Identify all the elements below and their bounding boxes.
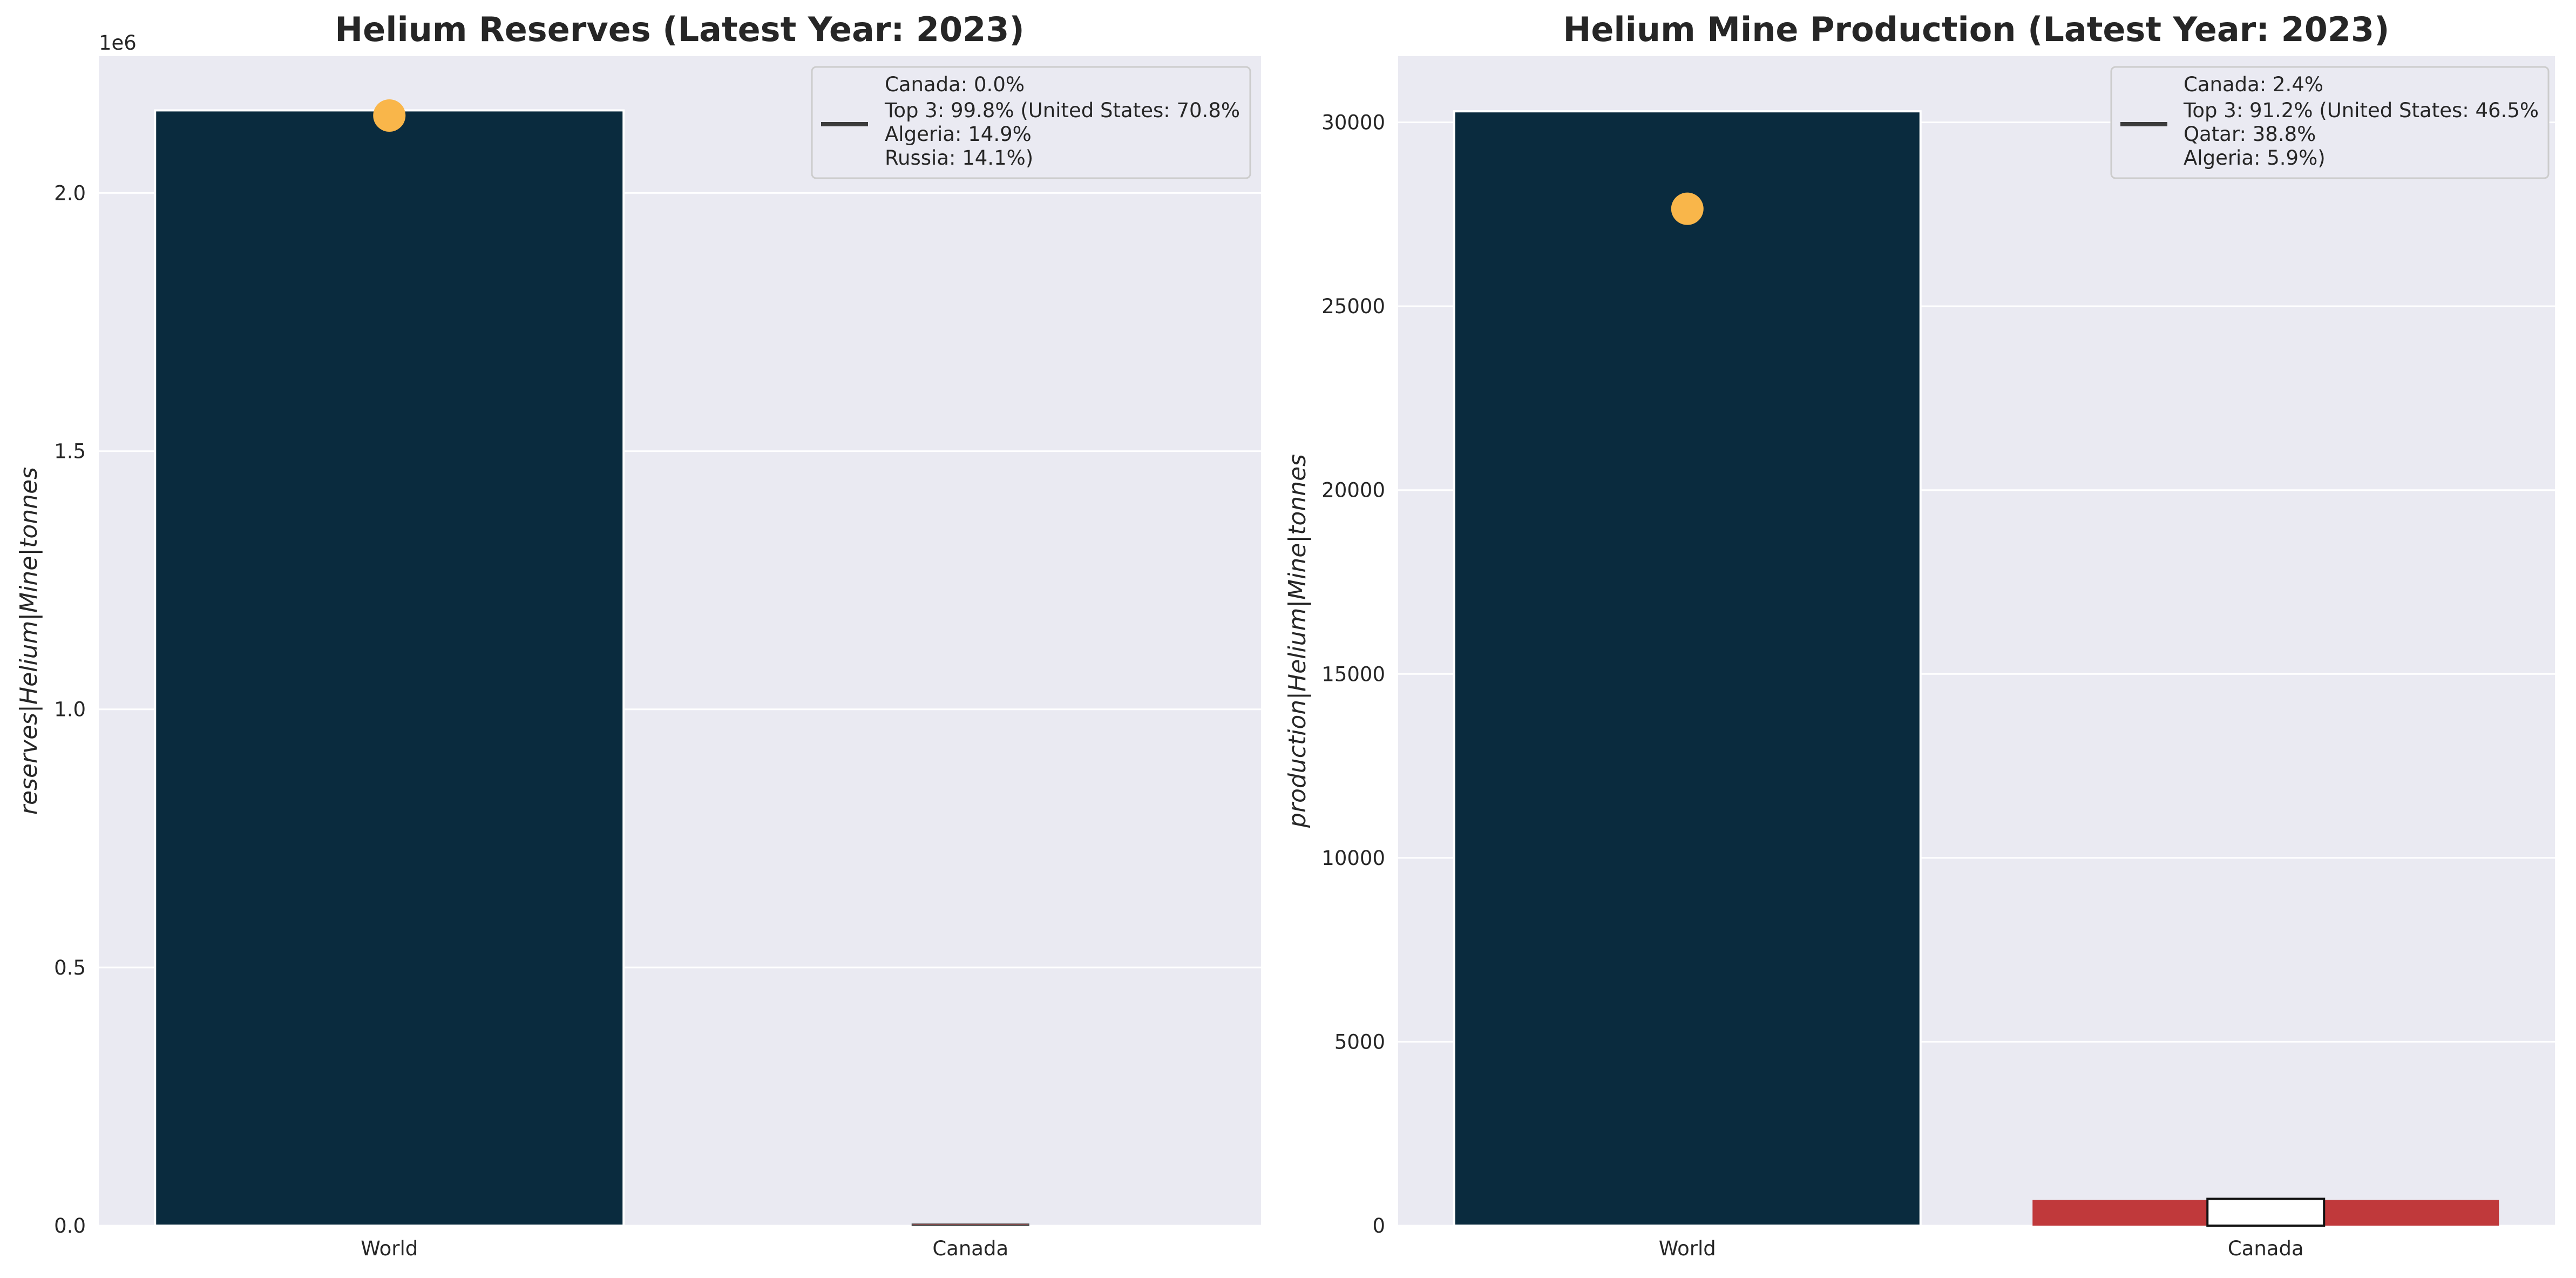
bar-world xyxy=(154,109,625,1227)
legend-line: Canada: 0.0% xyxy=(885,73,1025,96)
y-axis-label: production|Helium|Mine|tonnes xyxy=(1284,454,1311,828)
marker-point xyxy=(373,99,406,132)
bar-canada xyxy=(911,1223,1029,1226)
chart-title: Helium Mine Production (Latest Year: 202… xyxy=(1563,10,2389,49)
y-tick-label: 30000 xyxy=(1321,111,1385,134)
y-tick-label: 2.0 xyxy=(54,181,86,205)
y-tick-label: 20000 xyxy=(1321,479,1385,502)
legend: Canada: 0.0% Top 3: 99.8% (United States… xyxy=(811,66,1251,179)
chart-production: 0 5000 10000 15000 20000 25000 30000 World Cana… xyxy=(1284,10,2555,1260)
x-tick-label: World xyxy=(1659,1237,1716,1260)
y-tick-label: 5000 xyxy=(1334,1030,1385,1053)
y-tick-label: 0.5 xyxy=(54,956,86,979)
legend-line: Algeria: 14.9% xyxy=(885,123,1032,146)
y-tick-label: 1.5 xyxy=(54,440,86,463)
x-tick-label: World xyxy=(361,1237,418,1260)
y-tick-label: 15000 xyxy=(1321,662,1385,686)
y-tick-label: 1.0 xyxy=(54,698,86,721)
legend: Canada: 2.4% Top 3: 91.2% (United States… xyxy=(2110,66,2550,179)
axis-offset-label: 1e6 xyxy=(99,31,137,55)
bar-canada-overlay xyxy=(2206,1198,2326,1227)
y-axis-label: reserves|Helium|Mine|tonnes xyxy=(15,467,43,815)
y-tick-label: 0.0 xyxy=(54,1214,86,1238)
bar-world xyxy=(1453,110,1922,1227)
y-tick-label: 10000 xyxy=(1321,847,1385,870)
legend-line: Canada: 2.4% xyxy=(2184,73,2323,96)
chart-reserves: 0.0 0.5 1.0 1.5 2.0 World Canada Helium Reser… xyxy=(15,10,1261,1260)
y-tick-label: 0 xyxy=(1372,1214,1385,1238)
legend-line: Qatar: 38.8% xyxy=(2184,123,2316,146)
y-tick-label: 25000 xyxy=(1321,295,1385,318)
x-tick-label: Canada xyxy=(2228,1237,2304,1260)
legend-line: Top 3: 91.2% (United States: 46.5% xyxy=(2183,99,2539,122)
legend-line: Algeria: 5.9%) xyxy=(2184,146,2326,170)
legend-box xyxy=(811,66,1251,179)
legend-box xyxy=(2110,66,2550,179)
legend-line: Russia: 14.1%) xyxy=(885,146,1033,170)
x-tick-label: Canada xyxy=(932,1237,1008,1260)
chart-title: Helium Reserves (Latest Year: 2023) xyxy=(335,10,1024,49)
marker-point xyxy=(1671,192,1704,225)
legend-line: Top 3: 99.8% (United States: 70.8% xyxy=(884,99,1240,122)
